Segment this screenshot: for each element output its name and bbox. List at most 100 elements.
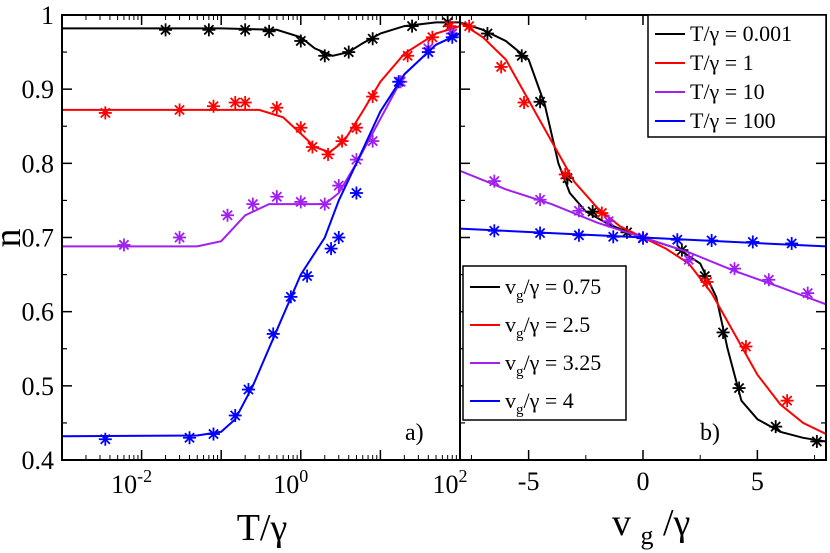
legend-label-subscript: g — [516, 364, 524, 380]
panel-b-data-point-stroke — [573, 230, 585, 241]
panel-a-data-point-stroke — [271, 191, 283, 202]
panel-a-data-point-stroke — [203, 24, 215, 36]
panel-b-data-point — [682, 253, 696, 267]
x-tick-label: 102 — [433, 466, 468, 499]
panel-b-data-point — [572, 228, 586, 242]
panel-b-data-point-stroke — [603, 215, 614, 227]
panel-b-x-axis-title: v g /γ — [612, 502, 690, 553]
panel-b-data-point — [739, 340, 753, 354]
panel-a-data-point-stroke — [447, 32, 458, 43]
panel-a-data-point — [294, 34, 308, 48]
panel-a-data-point-stroke — [322, 149, 334, 160]
panel-b-data-point-stroke — [706, 235, 717, 246]
x-tick-label: 0 — [637, 467, 650, 496]
panel-b-data-point — [606, 230, 620, 244]
panel-a-data-point-stroke — [319, 198, 330, 210]
panel-a-data-point-stroke — [295, 35, 307, 47]
panel-a-data-point-stroke — [427, 32, 438, 43]
panel-b-data-point-stroke — [596, 207, 608, 219]
panel-a-data-point — [349, 121, 363, 135]
y-tick-label: 0.4 — [22, 446, 55, 475]
panel-a-data-point — [425, 30, 439, 44]
panel-a-data-point — [332, 179, 346, 193]
panel-b-data-point — [487, 174, 501, 188]
panel-b-data-point-stroke — [802, 287, 813, 299]
panel-b-data-point-stroke — [516, 50, 527, 62]
panel-a-data-point-stroke — [267, 328, 279, 340]
panel-b-data-point-stroke — [733, 382, 745, 394]
panel-b-data-point-stroke — [747, 236, 759, 248]
panel-a-data-point — [206, 99, 220, 113]
panel-b-data-point-stroke — [786, 238, 797, 249]
panel-b-data-point — [705, 233, 719, 247]
panel-b-data-point-stroke — [717, 327, 729, 338]
panel-b-x-ticks: -5 0 5 — [470, 15, 816, 496]
panel-b-data-point — [700, 275, 714, 289]
panel-a-data-point-stroke — [301, 270, 313, 282]
panel-a-data-point — [405, 19, 419, 33]
panel-b-data-point-stroke — [763, 274, 775, 286]
panel-a-data-point — [246, 197, 260, 211]
legend-label-main: v — [505, 274, 516, 299]
panel-b-data-point — [515, 49, 529, 63]
panel-a-data-point — [318, 197, 332, 211]
x-tick-base: 10 — [433, 470, 459, 499]
panel-b-data-point — [602, 214, 616, 228]
panel-a-data-point — [98, 432, 112, 446]
panel-b-data-point — [728, 262, 741, 276]
panel-a-data-point — [366, 134, 380, 148]
panel-a-data-point — [401, 49, 415, 63]
panel-a-data-point — [173, 103, 187, 117]
panel-b-data-point-stroke — [573, 205, 585, 217]
panel-a-data-point-stroke — [336, 135, 348, 147]
panel-a-data-point — [421, 45, 435, 59]
legend-label-subscript: g — [516, 326, 524, 342]
panel-b-data-point-stroke — [518, 97, 530, 108]
panel-a-data-point — [238, 23, 252, 37]
panel-a-data-point-stroke — [208, 428, 219, 440]
panel-a-data-point-stroke — [319, 50, 330, 62]
panel-b-data-point — [716, 325, 730, 339]
legend-temperature-label: T/γ = 10 — [690, 79, 765, 104]
legend-label-rest: /γ = 4 — [524, 388, 574, 413]
panel-a-data-point — [324, 242, 338, 256]
panel-a-series — [62, 15, 460, 446]
x-tick-label: -5 — [518, 467, 540, 496]
x-tick-label: 100 — [273, 466, 308, 499]
panel-a-data-point-stroke — [271, 102, 283, 113]
panel-a-data-point — [349, 186, 363, 200]
panel-b-series — [460, 19, 826, 448]
panel-b-data-point — [785, 236, 799, 250]
panel-b-data-point — [517, 96, 531, 110]
panel-a-data-point — [335, 134, 349, 148]
panel-b-data-point — [670, 233, 684, 247]
panel-b-data-point — [732, 381, 746, 395]
panel-b-label: b) — [700, 420, 720, 446]
panel-a-data-point-stroke — [423, 46, 434, 58]
x-tick-label: 5 — [751, 467, 764, 496]
panel-a-data-point — [321, 147, 335, 161]
panel-a-y-ticks: 0.4 0.5 0.6 0.7 0.8 0.9 1 — [22, 1, 72, 475]
panel-b-data-point-stroke — [559, 169, 571, 180]
panel-a-data-point — [332, 231, 346, 244]
panel-a-data-point-stroke — [160, 24, 171, 36]
x-title-rest: /γ — [663, 502, 690, 544]
panel-a-data-point — [366, 32, 380, 46]
x-tick-exponent: -2 — [137, 466, 152, 486]
panel-a-data-point-stroke — [367, 135, 378, 147]
panel-a-data-point — [221, 208, 235, 222]
panel-a-data-point — [159, 23, 173, 37]
panel-a-data-point-stroke — [184, 432, 195, 443]
panel-b-data-point-stroke — [608, 231, 619, 242]
panel-a-data-point — [241, 383, 255, 397]
panel-a-data-point-stroke — [229, 410, 241, 421]
y-tick-label: 0.7 — [22, 224, 55, 253]
x-tick-base: 10 — [111, 470, 137, 499]
panel-b: -5 0 5 b) v g /γ — [459, 14, 827, 553]
panel-b-data-point — [595, 206, 609, 220]
panel-b-data-point — [533, 226, 547, 240]
panel-b-series-3 — [460, 224, 826, 250]
panel-a-data-point-stroke — [402, 50, 413, 62]
panel-a-data-point — [117, 238, 131, 252]
